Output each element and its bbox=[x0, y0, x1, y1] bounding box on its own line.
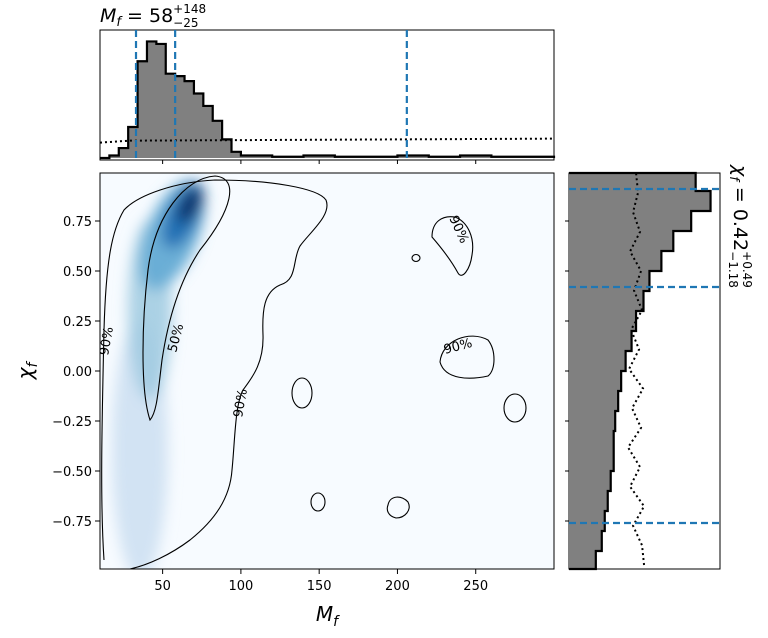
contour-90-tiny bbox=[411, 253, 421, 263]
mf-marginal-panel: Mf = 58+148 −25 bbox=[99, 2, 556, 164]
chi-marginal-ticks bbox=[565, 220, 569, 522]
x-tick-label: 150 bbox=[307, 579, 332, 594]
chi-title-symbol: χ bbox=[729, 164, 751, 177]
contour-label-90-right: 90% bbox=[442, 336, 474, 358]
mf-posterior-histogram bbox=[100, 40, 556, 160]
y-tick-label: 0.50 bbox=[63, 265, 92, 280]
mf-prior-histogram bbox=[99, 137, 555, 144]
x-tick-label: 100 bbox=[228, 579, 253, 594]
mf-title-median: 58 bbox=[149, 5, 173, 27]
x-tick-label: 200 bbox=[385, 579, 410, 594]
x-tick-label: 250 bbox=[463, 579, 488, 594]
y-axis-label: χf bbox=[13, 361, 41, 381]
chi-title-sub: f bbox=[726, 176, 741, 183]
x-axis-ticks: 50 100 150 200 250 bbox=[154, 569, 488, 594]
chi-marginal-title: χf = 0.42+0.49−1.18 bbox=[726, 164, 754, 288]
mf-marginal-title: Mf = 58+148 −25 bbox=[100, 2, 206, 30]
y-tick-label: 0.25 bbox=[63, 315, 92, 330]
contour-90-island-d bbox=[386, 496, 410, 519]
x-label-symbol: M bbox=[316, 602, 333, 626]
contour-50 bbox=[142, 175, 231, 422]
y-label-symbol: χ bbox=[13, 366, 37, 380]
y-label-sub: f bbox=[25, 361, 41, 368]
y-tick-label: −0.75 bbox=[52, 515, 92, 530]
chi-hist-step bbox=[569, 171, 712, 571]
contour-90-right-mid bbox=[439, 335, 495, 379]
mf-title-equals: = bbox=[121, 5, 149, 27]
mf-prior-step bbox=[99, 137, 555, 144]
chi-title-median: 0.42 bbox=[729, 209, 751, 251]
chi-quantile-lines bbox=[569, 187, 720, 525]
density-blob-core bbox=[177, 186, 203, 224]
y-tick-label: −0.50 bbox=[52, 465, 92, 480]
mf-title-symbol: M bbox=[100, 5, 116, 27]
chi-posterior-histogram bbox=[569, 171, 712, 571]
contour-label-90-left: 90% bbox=[97, 326, 117, 357]
mf-title-plus: +148 bbox=[173, 2, 206, 16]
y-tick-label: 0.00 bbox=[63, 365, 92, 380]
x-axis-label: Mf bbox=[316, 602, 340, 630]
contour-label-90-center: 90% bbox=[231, 388, 251, 419]
chi-prior-step bbox=[626, 172, 646, 566]
y-tick-label: 0.75 bbox=[63, 215, 92, 230]
mf-title-sub: f bbox=[116, 15, 123, 30]
contour-90-upper-right bbox=[431, 216, 474, 276]
density-heatmap: 50% 90% 90% 90% 90% bbox=[97, 175, 527, 569]
contour-90-island-a bbox=[291, 377, 313, 409]
mf-hist-step bbox=[100, 40, 556, 160]
y-axis-ticks: 0.75 0.50 0.25 0.00 −0.25 −0.50 −0.75 bbox=[52, 215, 100, 530]
x-label-sub: f bbox=[333, 614, 340, 630]
chi-title-plus: +0.49 bbox=[740, 251, 754, 288]
contour-label-50: 50% bbox=[165, 322, 187, 354]
chi-marginal-panel: χf = 0.42+0.49−1.18 bbox=[565, 164, 754, 571]
chi-prior-histogram bbox=[626, 172, 646, 566]
chi-title-equals: = bbox=[729, 181, 751, 209]
contour-90-main bbox=[101, 179, 328, 569]
x-tick-label: 50 bbox=[154, 579, 171, 594]
contour-90-island-c bbox=[310, 492, 326, 512]
chi-title-minus: −1.18 bbox=[726, 251, 740, 288]
mf-hist-fill bbox=[100, 41, 554, 158]
contour-90-island-b bbox=[503, 393, 527, 423]
mf-title-minus: −25 bbox=[173, 16, 198, 30]
joint-posterior-panel: 50% 90% 90% 90% 90% 50 100 150 200 250 0.750… bbox=[13, 172, 555, 630]
mf-marginal-ticks bbox=[162, 160, 477, 164]
y-tick-label: −0.25 bbox=[52, 415, 92, 430]
chi-hist-fill bbox=[569, 173, 711, 569]
